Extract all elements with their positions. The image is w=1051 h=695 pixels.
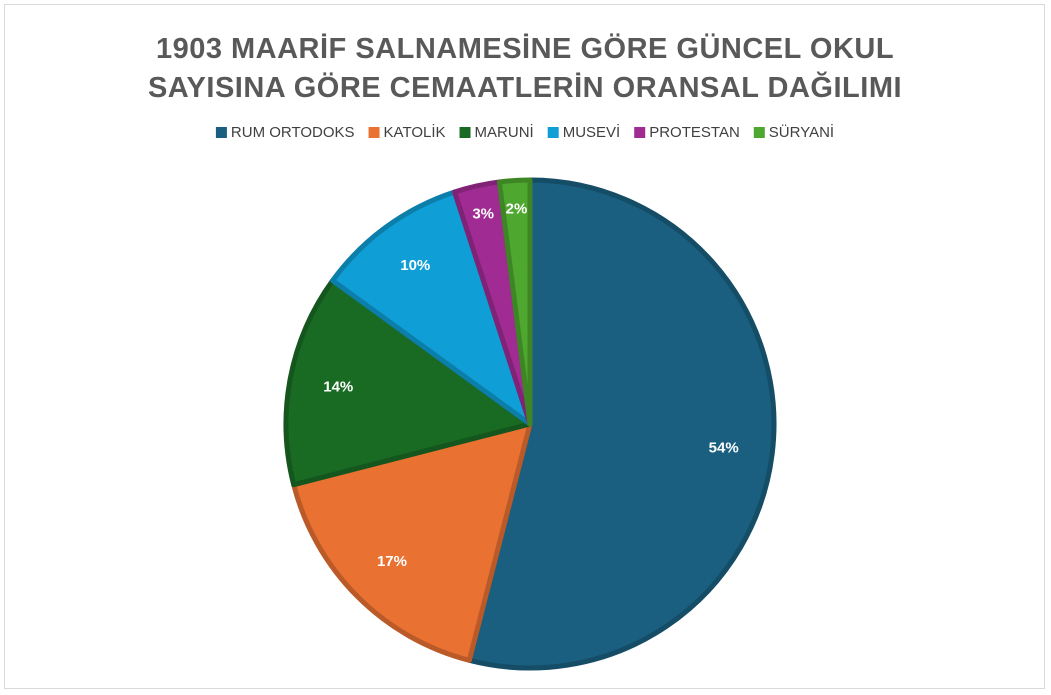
legend-swatch	[215, 127, 227, 138]
value-label: 2%	[506, 201, 528, 218]
chart-title: SAYISINA GÖRE CEMAATLERİN ORANSAL DAĞILI…	[148, 70, 902, 104]
pie-slice	[496, 177, 533, 427]
value-label: 14%	[323, 378, 353, 395]
legend-swatch	[368, 127, 380, 138]
chart-frame	[4, 4, 1045, 689]
chart-title: 1903 MAARİF SALNAMESİNE GÖRE GÜNCEL OKUL	[156, 32, 894, 65]
legend-swatch	[459, 127, 471, 138]
value-label: 17%	[377, 553, 407, 570]
legend-text: MUSEVİ	[563, 123, 621, 141]
legend-swatch	[753, 127, 765, 138]
value-label: 54%	[709, 439, 739, 456]
legend-swatch	[634, 127, 646, 138]
legend-text: MARUNİ	[475, 123, 534, 141]
pie-slice	[466, 177, 777, 671]
pie-slice	[291, 421, 533, 663]
legend-swatch	[547, 127, 559, 138]
value-label: 3%	[472, 205, 494, 222]
legend: RUM ORTODOKS KATOLİK MARUNİ MUSEVİ PROTESTAN…	[215, 123, 834, 141]
legend-text: KATOLİK	[384, 123, 446, 141]
legend-text: PROTESTAN	[649, 124, 740, 141]
pie-slice	[330, 189, 533, 427]
legend-text: SÜRYANİ	[769, 123, 834, 141]
legend-text: RUM ORTODOKS	[231, 124, 355, 141]
value-label: 10%	[400, 257, 430, 274]
pie-slice	[283, 278, 533, 488]
